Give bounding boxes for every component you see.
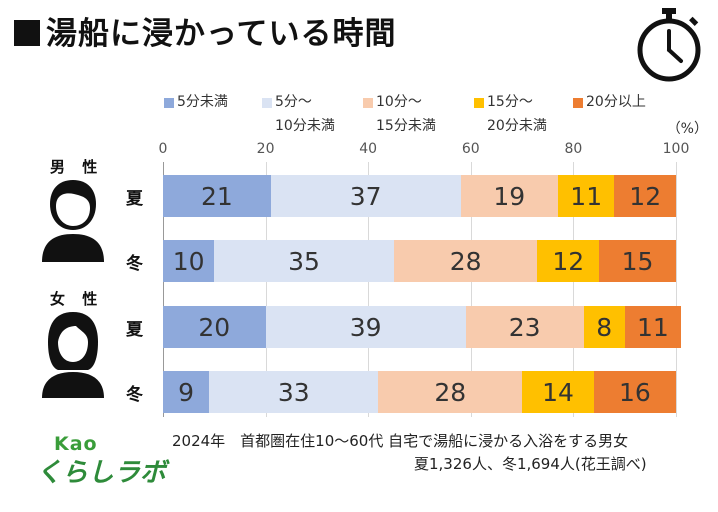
x-tick-label-0: 0 [158, 141, 168, 157]
bar-value-label: 9 [178, 377, 195, 407]
bar-segment: 19 [460, 175, 558, 217]
row-label-1-1: 冬 [126, 385, 143, 405]
bar-segment: 15 [599, 240, 676, 282]
row-label-0-0: 夏 [126, 189, 143, 209]
bar-segment: 28 [393, 240, 538, 282]
chart-title: 湯船に浸かっている時間 [14, 8, 396, 53]
bar-segment: 8 [583, 306, 625, 348]
row-label-1-0: 夏 [126, 320, 143, 340]
x-tick-label-4: 80 [564, 141, 583, 157]
bar-value-label: 21 [200, 181, 233, 211]
bar-segment: 16 [593, 371, 676, 413]
bar-value-label: 11 [570, 181, 603, 211]
bar-value-label: 28 [449, 246, 482, 276]
bar-value-label: 20 [198, 312, 231, 342]
bar-value-label: 11 [636, 312, 669, 342]
gridline-4 [573, 162, 575, 417]
x-tick-label-3: 60 [461, 141, 480, 157]
male-person-icon [42, 180, 104, 262]
bar-row-1-0: 20 39 23 8 11 [163, 306, 682, 348]
unit-label: （%） [666, 121, 708, 137]
title-square-icon [14, 20, 40, 46]
bar-value-label: 39 [349, 312, 382, 342]
y-axis-line [163, 162, 164, 417]
group-label-female: 女 性 [50, 290, 104, 308]
legend-label-2: 10分～ [376, 94, 422, 110]
stopwatch-icon [637, 8, 701, 82]
bar-value-label: 15 [621, 246, 654, 276]
bar-row-0-1: 10 35 28 12 15 [163, 240, 676, 282]
note-line-1: 2024年 首都圏在住10～60代 自宅で湯船に浸かる入浴をする男女 [172, 432, 629, 450]
bar-row-1-1: 9 33 28 14 16 [163, 371, 676, 413]
legend-swatch-0 [164, 98, 174, 108]
row-label-0-1: 冬 [126, 254, 143, 274]
gridline-1 [265, 162, 267, 417]
bar-segment: 33 [209, 371, 379, 413]
bar-value-label: 28 [434, 377, 467, 407]
legend-swatch-3 [474, 98, 484, 108]
bar-value-label: 12 [629, 181, 662, 211]
gridline-5 [676, 162, 677, 417]
bar-segment: 11 [624, 306, 682, 348]
bar-segment: 37 [270, 175, 461, 217]
bar-segment: 20 [163, 306, 266, 348]
gridline-2 [368, 162, 370, 417]
note-line-2: 夏1,326人、冬1,694人(花王調べ) [414, 455, 647, 473]
x-tick-label-2: 40 [359, 141, 378, 157]
bar-segment: 14 [522, 371, 594, 413]
legend-label-0: 5分未満 [177, 94, 228, 110]
bar-segment: 10 [163, 240, 215, 282]
group-label-male: 男 性 [50, 158, 104, 176]
legend-label-3: 15分～ [487, 94, 533, 110]
legend-label-2-line2: 15分未満 [376, 118, 436, 134]
legend-swatch-1 [262, 98, 272, 108]
bar-segment: 21 [163, 175, 271, 217]
legend-label-4: 20分以上 [586, 94, 646, 110]
legend-swatch-4 [573, 98, 583, 108]
x-tick-label-1: 20 [256, 141, 275, 157]
legend-label-1-line2: 10分未満 [275, 118, 335, 134]
bar-value-label: 14 [542, 377, 574, 407]
bar-value-label: 33 [277, 377, 310, 407]
kao-logo: Kao [54, 433, 98, 455]
bar-value-label: 19 [493, 181, 526, 211]
bar-row-0-0: 21 37 19 11 12 [163, 175, 676, 217]
bar-value-label: 35 [288, 246, 320, 276]
bar-segment: 28 [378, 371, 523, 413]
bar-segment: 23 [465, 306, 584, 348]
legend-label-1: 5分～ [275, 94, 312, 110]
bar-segment: 39 [265, 306, 466, 348]
bar-value-label: 8 [596, 312, 613, 342]
bar-segment: 11 [558, 175, 615, 217]
bar-value-label: 23 [508, 312, 541, 342]
bar-segment: 9 [163, 371, 210, 413]
bar-segment: 12 [614, 175, 676, 217]
legend-label-3-line2: 20分未満 [487, 118, 547, 134]
bar-value-label: 10 [172, 246, 205, 276]
bar-value-label: 12 [552, 246, 585, 276]
legend-swatch-2 [363, 98, 373, 108]
x-tick-label-5: 100 [662, 141, 690, 157]
bar-value-label: 16 [619, 377, 651, 407]
gridline-3 [470, 162, 472, 417]
bar-segment: 35 [214, 240, 394, 282]
kurashi-labo-logo: くらしラボ [36, 458, 167, 488]
bar-value-label: 37 [349, 181, 382, 211]
female-person-icon [42, 312, 104, 398]
bar-segment: 12 [537, 240, 600, 282]
